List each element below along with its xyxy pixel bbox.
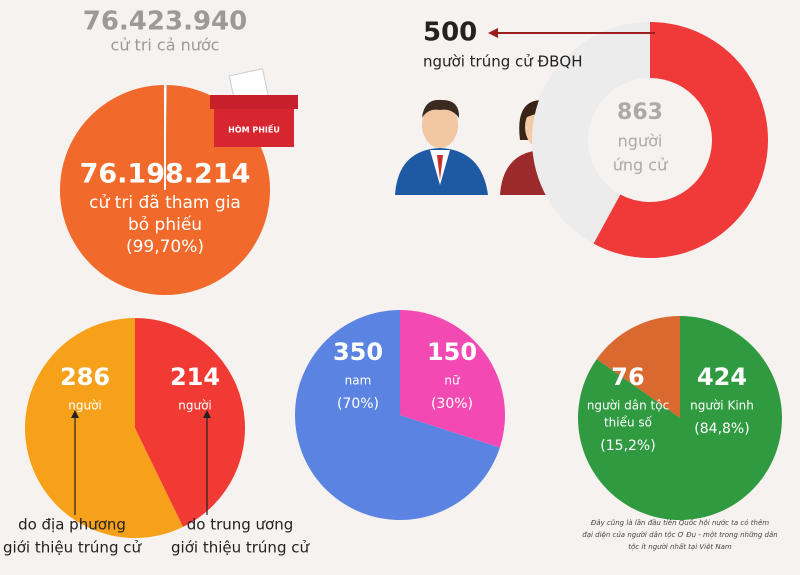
percent-label: (15,2%) [600, 438, 655, 454]
footnote: Đây cũng là lần đầu tiên Quốc hội nước t… [591, 519, 769, 527]
pie-slice [400, 310, 505, 448]
unit-label: người [178, 399, 212, 413]
percent-label: (99,70%) [126, 237, 204, 257]
total-caption: cử tri cả nước [111, 36, 220, 55]
unit-label: nữ [444, 374, 461, 388]
value-label: 500 [423, 18, 477, 48]
value-label: 76.198.214 [80, 159, 251, 190]
donut-slice [593, 22, 768, 258]
total-label: 863 [617, 100, 663, 125]
pie-slice [596, 316, 680, 418]
arrow-head [71, 410, 79, 418]
note: do trung ương [187, 516, 294, 534]
total-caption: ứng cử [613, 156, 668, 175]
note: giới thiệu trúng cử [3, 539, 142, 557]
caption: người trúng cử ĐBQH [423, 53, 583, 71]
ballot-box-lid [210, 95, 298, 109]
unit-label: người dân tộc [587, 399, 669, 413]
percent-label: (30%) [431, 396, 473, 412]
caption: cử tri đã tham gia [89, 193, 241, 213]
ballot-box-label: HÒM PHIẾU [228, 123, 280, 135]
arrow-head [203, 410, 211, 418]
unit-label: người [68, 399, 102, 413]
footnote: đại diện của người dân tộc Ơ Đu - một tr… [582, 531, 777, 539]
value-label: 76 [611, 363, 644, 391]
unit-label: nam [345, 374, 372, 388]
pie-slice [578, 316, 782, 521]
footnote: tộc ít người nhất tại Việt Nam [628, 543, 732, 551]
value-label: 286 [60, 363, 110, 391]
pie-slice [24, 318, 184, 538]
percent-label: (84,8%) [694, 421, 749, 437]
value-label: 350 [333, 338, 383, 366]
man-icon [395, 99, 488, 195]
note: giới thiệu trúng cử [171, 539, 310, 557]
note: do địa phương [18, 516, 126, 534]
pie-slice [295, 310, 500, 520]
total-caption: người [618, 132, 663, 151]
percent-label: (70%) [337, 396, 379, 412]
pie-slice [135, 318, 245, 527]
total-label: 76.423.940 [83, 7, 247, 37]
value-label: 214 [170, 363, 220, 391]
value-label: 150 [427, 338, 477, 366]
ballot-box [214, 109, 294, 147]
unit-label: người Kinh [690, 399, 754, 413]
value-label: 424 [697, 363, 747, 391]
caption: bỏ phiếu [128, 214, 202, 235]
unit-label: thiểu số [604, 416, 653, 430]
arrow-head [488, 28, 498, 38]
